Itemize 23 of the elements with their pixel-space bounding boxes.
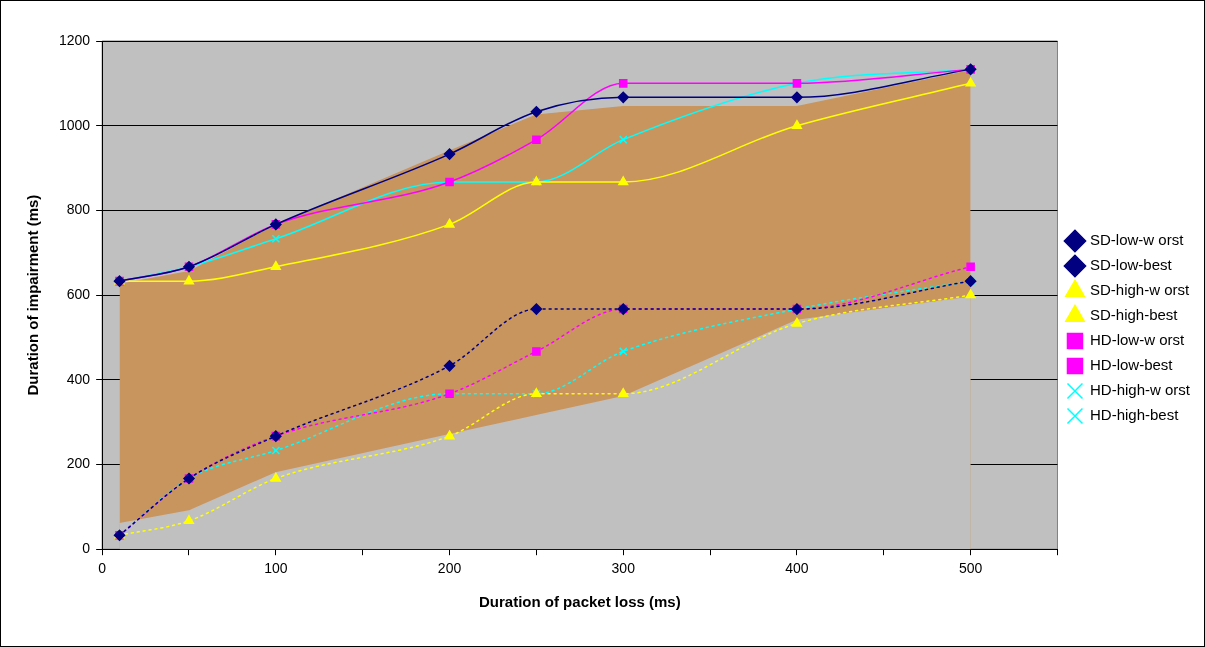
legend-label: HD-low-best [1089,356,1174,374]
legend-label: SD-low-best [1089,256,1173,274]
y-tick-label: 1000 [58,116,91,133]
legend-label: HD-low-w orst [1089,331,1185,349]
legend-label: HD-high-w orst [1089,381,1191,399]
y-tick-label: 400 [66,370,91,387]
x-axis-title: Duration of packet loss (ms) [478,593,681,611]
y-tick-label: 200 [66,455,91,472]
x-tick-label: 300 [611,560,636,577]
legend-label: HD-high-best [1089,406,1180,424]
y-tick-label: 600 [66,285,91,302]
x-tick-label: 200 [437,560,462,577]
legend-label: SD-high-w orst [1089,281,1190,299]
x-tick-label: 400 [785,560,809,577]
x-tick-label: 500 [958,560,983,577]
x-tick-label: 100 [264,560,288,577]
y-tick-label: 800 [66,201,91,218]
x-tick-label: 0 [98,560,107,577]
y-tick-label: 0 [82,540,91,557]
legend-label: SD-high-best [1089,306,1179,324]
y-tick-label: 1200 [58,31,91,48]
legend-label: SD-low-w orst [1089,231,1185,249]
y-axis-title: Duration of impairment (ms) [24,194,42,396]
